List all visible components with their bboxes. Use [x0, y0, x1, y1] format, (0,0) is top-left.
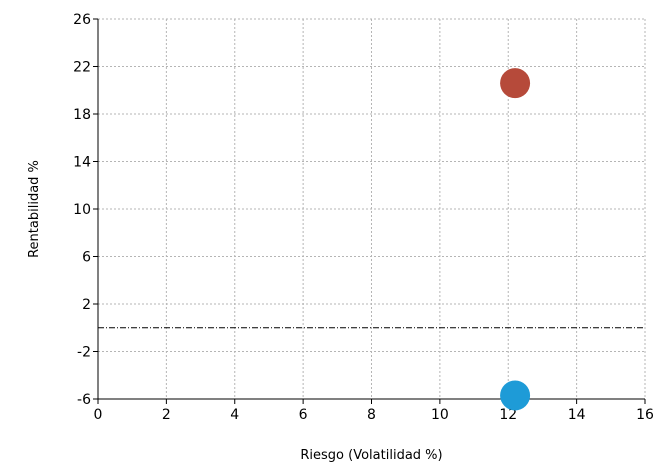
y-axis-title: Rentabilidad % — [27, 160, 42, 258]
axes — [93, 18, 646, 404]
x-tick-label: 4 — [230, 407, 239, 423]
x-tick-label: 6 — [299, 407, 308, 423]
x-axis-title: Riesgo (Volatilidad %) — [300, 448, 442, 463]
y-tick-label: 10 — [73, 202, 91, 218]
y-tick-label: -6 — [77, 392, 91, 408]
x-tick-label: 10 — [431, 407, 449, 423]
y-tick-label: 26 — [73, 12, 91, 28]
y-tick-label: -2 — [77, 345, 91, 361]
x-tick-label: 16 — [636, 407, 654, 423]
y-tick-label: 14 — [73, 155, 91, 171]
data-point — [500, 380, 531, 411]
x-tick-label: 8 — [367, 407, 376, 423]
y-tick-label: 6 — [82, 250, 91, 266]
x-tick-label: 2 — [162, 407, 171, 423]
x-tick-label: 14 — [568, 407, 586, 423]
y-tick-label: 18 — [73, 107, 91, 123]
grid-lines — [98, 18, 646, 399]
x-tick-label: 0 — [94, 407, 103, 423]
x-tick-label: 12 — [499, 407, 517, 423]
data-points — [500, 68, 531, 411]
y-tick-label: 2 — [82, 297, 91, 313]
y-tick-label: 22 — [73, 60, 91, 76]
data-point — [500, 68, 531, 99]
